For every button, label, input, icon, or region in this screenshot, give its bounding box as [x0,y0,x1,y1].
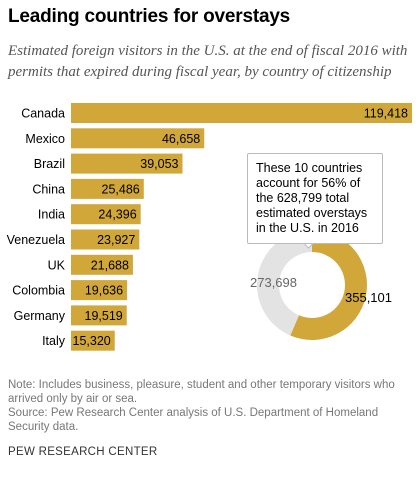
value-label: 39,053 [140,157,178,171]
value-label: 24,396 [98,208,136,222]
category-label: Germany [14,309,66,323]
bar-colombia [71,280,128,301]
bar-chart: Canada 119,418 Mexico 46,658 Brazil 39,053 Chi… [7,103,412,351]
category-label: Brazil [34,157,65,171]
category-label: UK [48,258,66,272]
category-label: Canada [21,107,65,121]
donut-slice-0 [290,230,367,340]
category-label: Italy [42,334,66,348]
donut-label-other: 273,698 [250,275,297,290]
category-label: India [38,208,65,222]
category-label: Mexico [25,132,65,146]
donut-chart: 355,101 273,698 [250,230,392,340]
chart-title: Leading countries for overstays [8,6,291,27]
value-label: 23,927 [97,233,135,247]
bar-germany [71,305,127,326]
footnote: Note: Includes business, pleasure, stude… [8,379,395,405]
category-label: China [32,182,65,196]
value-label: 46,658 [162,132,200,146]
bar-venezuela [71,229,140,250]
bar-mexico [71,128,205,149]
bar-italy [71,330,115,351]
chart-subtitle: Estimated foreign visitors in the U.S. a… [8,43,408,80]
category-label: Colombia [12,284,65,298]
callout-box: These 10 countries account for 56% of th… [247,153,383,244]
bar-india [71,204,141,225]
bar-uk [71,254,133,275]
category-label: Venezuela [7,233,65,247]
value-label: 25,486 [102,182,140,196]
credit-line: PEW RESEARCH CENTER [8,446,158,458]
bar-canada [71,103,412,123]
value-label: 21,688 [91,258,129,272]
value-label: 119,418 [364,107,408,121]
bar-brazil [71,153,183,174]
source-note: Source: Pew Research Center analysis of … [8,407,379,433]
value-label: 19,519 [85,309,123,323]
value-label: 19,636 [85,284,123,298]
bar-china [71,178,144,199]
value-label: 15,320 [73,334,111,348]
donut-label-leading: 355,101 [345,290,392,305]
donut-slice-1 [256,230,312,336]
